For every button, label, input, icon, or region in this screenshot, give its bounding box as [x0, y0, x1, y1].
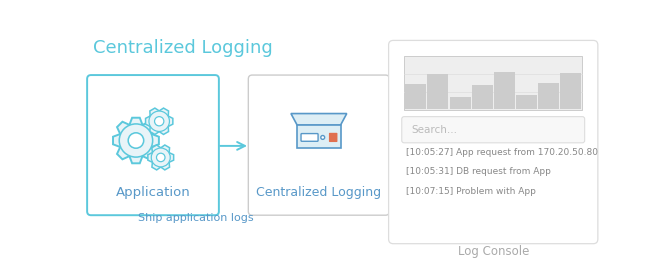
Text: Ship application logs: Ship application logs: [138, 213, 254, 223]
FancyBboxPatch shape: [402, 117, 585, 143]
Circle shape: [128, 133, 144, 148]
Bar: [560, 73, 581, 109]
Text: Log Console: Log Console: [458, 245, 529, 258]
Polygon shape: [291, 114, 347, 125]
PathPatch shape: [146, 108, 173, 134]
FancyBboxPatch shape: [329, 133, 338, 142]
Bar: [406, 84, 426, 109]
Bar: [472, 85, 493, 109]
Circle shape: [149, 111, 169, 131]
PathPatch shape: [113, 118, 159, 163]
FancyBboxPatch shape: [388, 40, 598, 244]
FancyBboxPatch shape: [248, 75, 390, 215]
FancyBboxPatch shape: [297, 125, 340, 148]
PathPatch shape: [148, 145, 174, 170]
FancyArrowPatch shape: [220, 142, 245, 150]
Bar: [404, 56, 582, 110]
Text: Search...: Search...: [412, 125, 458, 135]
Circle shape: [151, 148, 170, 167]
Circle shape: [119, 124, 153, 157]
Circle shape: [155, 117, 164, 126]
Text: [10:05:27] App request from 170.20.50.80: [10:05:27] App request from 170.20.50.80: [406, 148, 599, 157]
FancyBboxPatch shape: [301, 134, 318, 141]
Text: [10:05:31] DB request from App: [10:05:31] DB request from App: [406, 167, 551, 176]
Bar: [538, 83, 559, 109]
Text: Application: Application: [116, 186, 190, 199]
Bar: [428, 74, 448, 109]
Bar: [494, 72, 515, 109]
Bar: [516, 95, 537, 109]
FancyBboxPatch shape: [87, 75, 219, 215]
Text: Centralized Logging: Centralized Logging: [256, 186, 382, 199]
Text: Centralized Logging: Centralized Logging: [93, 39, 273, 57]
Circle shape: [321, 136, 324, 139]
Circle shape: [157, 153, 165, 162]
Text: [10:07:15] Problem with App: [10:07:15] Problem with App: [406, 187, 536, 196]
Bar: [450, 97, 470, 109]
